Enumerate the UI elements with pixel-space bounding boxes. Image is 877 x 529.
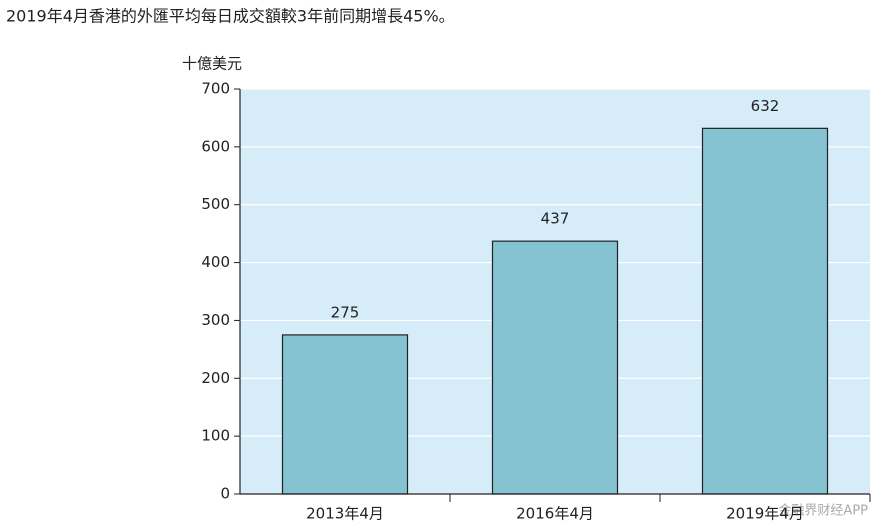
chart-title: 2019年4月香港的外匯平均每日成交額較3年前同期增長45%。	[6, 7, 455, 26]
x-tick-label: 2016年4月	[516, 505, 594, 523]
y-tick-label: 700	[201, 80, 230, 98]
y-tick-label: 300	[201, 311, 230, 329]
y-axis-label: 十億美元	[182, 55, 242, 73]
y-tick-label: 100	[201, 427, 230, 445]
bar	[491, 240, 619, 495]
x-tick-label: 2019年4月	[726, 505, 804, 523]
value-label: 275	[331, 303, 360, 321]
y-tick-label: 600	[201, 137, 230, 155]
y-tick-label: 400	[201, 253, 230, 271]
y-tick-label: 500	[201, 195, 230, 213]
watermark: 金融界财经APP	[778, 503, 868, 519]
y-tick-label: 200	[201, 369, 230, 387]
value-label: 632	[751, 97, 780, 115]
y-tick-label: 0	[220, 485, 230, 503]
value-label: 437	[541, 210, 570, 228]
bar	[281, 334, 409, 495]
bar	[701, 127, 829, 495]
x-tick-label: 2013年4月	[306, 505, 384, 523]
